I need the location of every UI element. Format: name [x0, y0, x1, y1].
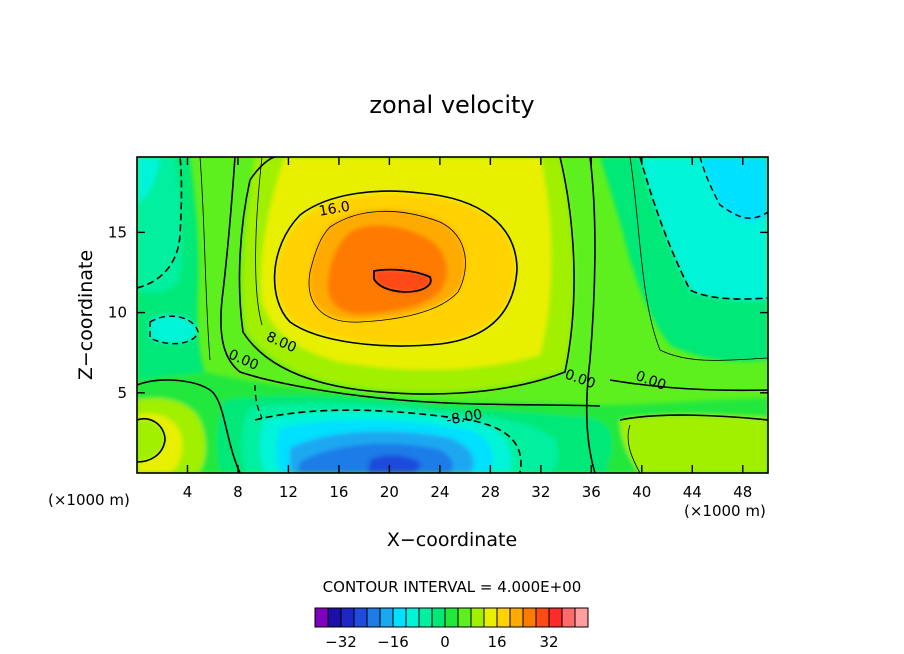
- colorbar-swatch: [457, 607, 472, 628]
- region-right-upper-cyan: [700, 157, 768, 222]
- x-tick-label: 4: [183, 483, 193, 501]
- contour-0-lower: [137, 379, 241, 473]
- x-tick-label: 24: [430, 483, 449, 501]
- y-tick-label: 5: [117, 384, 127, 402]
- colorbar-swatch: [470, 607, 485, 628]
- colorbar-swatch: [366, 607, 381, 628]
- colorbar-swatch: [418, 607, 433, 628]
- contour-thin-3: [255, 157, 263, 326]
- colorbar: −32 −16 0 16 32: [314, 607, 589, 651]
- colorbar-tick-label: −32: [325, 633, 357, 651]
- contour-label: -8.00: [445, 407, 483, 429]
- contour-0-far: [609, 379, 768, 392]
- x-tick-label: 20: [380, 483, 399, 501]
- colorbar-swatch: [314, 607, 329, 628]
- colorbar-tick-label: 16: [487, 633, 506, 651]
- y-axis-label: Z−coordinate: [75, 250, 97, 380]
- y-tick-label: 10: [108, 304, 127, 322]
- region-jet-24: [374, 269, 431, 292]
- colorbar-swatch: [483, 607, 498, 628]
- colorbar-swatch: [535, 607, 550, 628]
- contour-label: 16.0: [318, 199, 351, 220]
- contour-thin-1: [199, 157, 211, 361]
- contour-neg4-right: [639, 157, 768, 300]
- x-tick-label: 48: [733, 483, 752, 501]
- colorbar-swatch: [431, 607, 446, 628]
- y-axis-ticks: 5 10 15: [108, 223, 768, 402]
- x-tick-label: 8: [233, 483, 243, 501]
- contour-16: [273, 190, 518, 347]
- contour-24: [373, 268, 432, 293]
- colorbar-swatch: [574, 607, 589, 628]
- contour-neg4-leftoval: [149, 315, 199, 345]
- contour-thin-2: [629, 157, 768, 361]
- x-tick-label: 36: [582, 483, 601, 501]
- contour-labels: 16.08.000.00-8.000.00 0.00: [226, 199, 668, 429]
- x-tick-label: 40: [632, 483, 651, 501]
- colorbar-swatch: [561, 607, 576, 628]
- plot-frame: [136, 156, 769, 474]
- x-axis-label: X−coordinate: [387, 529, 517, 551]
- colorbar-swatch: [405, 607, 420, 628]
- contour-interval-label: CONTOUR INTERVAL = 4.000E+00: [323, 578, 582, 596]
- contour-0-left: [220, 157, 601, 407]
- colorbar-swatch: [548, 607, 563, 628]
- colorbar-swatch: [340, 607, 355, 628]
- x-tick-label: 32: [531, 483, 550, 501]
- colorbar-swatch: [379, 607, 394, 628]
- x-unit-label-left: (×1000 m): [48, 491, 130, 509]
- colorbar-tick-label: 32: [539, 633, 558, 651]
- region-lower-right: [620, 414, 768, 473]
- contour-thin-4: [308, 210, 466, 323]
- region-lower-left-12: [137, 418, 165, 462]
- region-lower-neg-28: [368, 455, 420, 473]
- contour-neg4-lowerleft: [254, 384, 263, 419]
- y-tick-label: 15: [108, 223, 127, 241]
- x-axis-ticks: 4 8 12 16 20 24 28 32 36 40 44 48: [183, 157, 752, 501]
- contour-0-right: [585, 157, 596, 473]
- colorbar-swatch: [444, 607, 459, 628]
- contour-neg4-left: [137, 157, 183, 289]
- contour-lowerright: [619, 414, 768, 421]
- chart-title: zonal velocity: [369, 91, 534, 119]
- colorbar-swatch: [509, 607, 524, 628]
- region-top-left-cyan: [137, 157, 160, 205]
- x-unit-label-right: (×1000 m): [684, 502, 766, 520]
- x-tick-label: 12: [279, 483, 298, 501]
- x-tick-label: 28: [481, 483, 500, 501]
- contour-neg8-right: [699, 157, 768, 219]
- contour-lowerright-2: [627, 424, 641, 473]
- contour-field: 16.08.000.00-8.000.00 0.00: [137, 157, 768, 473]
- region-lower-right-mint: [556, 416, 612, 473]
- x-tick-label: 44: [683, 483, 702, 501]
- colorbar-tick-label: −16: [377, 633, 409, 651]
- contour-neg8: [254, 409, 522, 473]
- colorbar-swatch: [353, 607, 368, 628]
- colorbar-swatch: [392, 607, 407, 628]
- region-left-mid: [150, 315, 198, 344]
- x-tick-label: 16: [329, 483, 348, 501]
- contour-lowerleft-lobe: [137, 418, 166, 463]
- colorbar-tick-label: 0: [440, 633, 450, 651]
- colorbar-swatch: [496, 607, 511, 628]
- colorbar-swatch: [522, 607, 537, 628]
- colorbar-swatch: [327, 607, 342, 628]
